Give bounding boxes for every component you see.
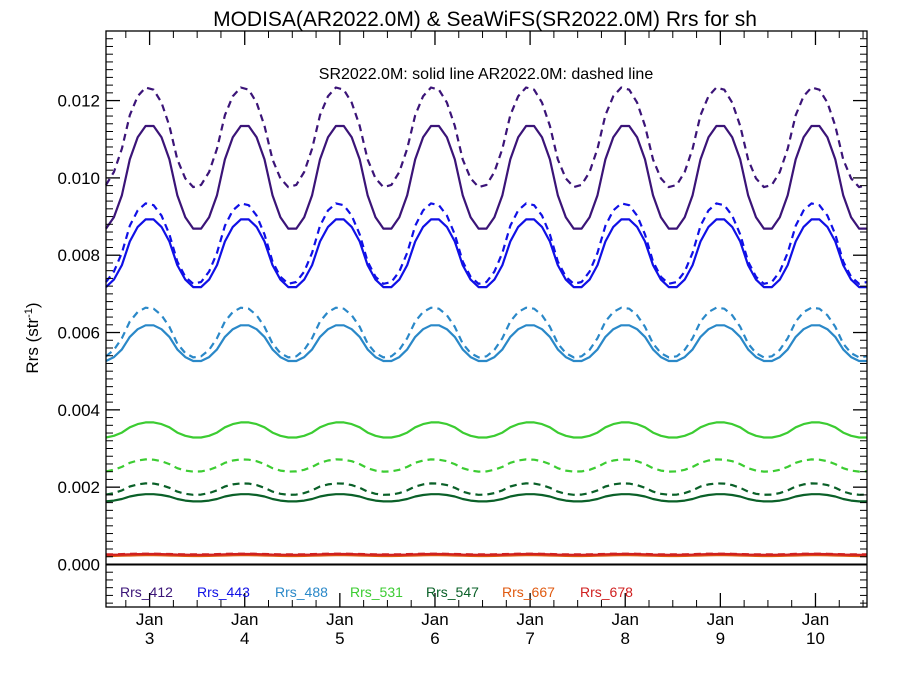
legend-entry-rrs-488: Rrs_488 xyxy=(275,584,328,600)
x-tick-label-month: Jan xyxy=(421,610,448,629)
x-tick-label-day: 10 xyxy=(806,629,825,648)
series-rrs-412-dashed-line xyxy=(105,86,868,189)
x-tick-label-month: Jan xyxy=(707,610,734,629)
x-tick-label-day: 5 xyxy=(335,629,344,648)
series-rrs-531-dashed-line xyxy=(105,458,868,473)
legend-entry-rrs-547: Rrs_547 xyxy=(426,584,479,600)
chart-subtitle: SR2022.0M: solid line AR2022.0M: dashed … xyxy=(319,66,654,83)
series-rrs-547-solid-line xyxy=(105,493,867,503)
x-tick-label-month: Jan xyxy=(136,610,163,629)
series-rrs-412-solid-line xyxy=(105,124,867,230)
y-axis-label-close: ) xyxy=(23,302,42,308)
x-tick-label-day: 8 xyxy=(620,629,629,648)
y-tick-label: 0.010 xyxy=(57,169,100,188)
y-tick-label: 0.002 xyxy=(57,478,100,497)
legend-entry-rrs-531: Rrs_531 xyxy=(350,584,403,600)
plot-area xyxy=(105,86,868,558)
legend-entry-rrs-412: Rrs_412 xyxy=(120,584,173,600)
axes: 0.0000.0020.0040.0060.0080.0100.012Jan3J… xyxy=(57,30,868,648)
y-tick-label: 0.004 xyxy=(57,401,100,420)
y-tick-label: 0.008 xyxy=(57,246,100,265)
x-tick-label-month: Jan xyxy=(802,610,829,629)
plot-frame xyxy=(105,30,868,608)
series-rrs-443-dashed-line xyxy=(105,202,868,285)
legend-entry-rrs-667: Rrs_667 xyxy=(502,584,555,600)
legend: Rrs_412 Rrs_443 Rrs_488 Rrs_531 Rrs_547 Rrs_6… xyxy=(120,584,633,600)
series-rrs-443-solid-line xyxy=(105,218,867,289)
x-tick-label-day: 6 xyxy=(430,629,439,648)
chart-title: MODISA(AR2022.0M) & SeaWiFS(SR2022.0M) R… xyxy=(213,8,757,31)
x-tick-label-month: Jan xyxy=(516,610,543,629)
y-tick-label: 0.012 xyxy=(57,92,100,111)
legend-entry-rrs-443: Rrs_443 xyxy=(197,584,250,600)
x-tick-label-month: Jan xyxy=(326,610,353,629)
x-tick-label-day: 3 xyxy=(145,629,154,648)
x-tick-label-month: Jan xyxy=(612,610,639,629)
y-tick-label: 0.006 xyxy=(57,324,100,343)
y-axis-label-sup: -1 xyxy=(23,308,35,318)
x-tick-label-month: Jan xyxy=(231,610,258,629)
legend-entry-rrs-678: Rrs_678 xyxy=(580,584,633,600)
y-tick-label: 0.000 xyxy=(57,555,100,574)
series-rrs-488-dashed-line xyxy=(105,306,868,359)
series-rrs-678-dashed-line xyxy=(105,552,867,556)
series-rrs-547-dashed-line xyxy=(105,482,868,496)
y-axis-label-main: Rrs (str xyxy=(23,318,42,374)
y-axis-label: Rrs (str-1) xyxy=(23,302,42,373)
series-rrs-488-solid-line xyxy=(105,324,867,363)
x-tick-label-day: 4 xyxy=(240,629,249,648)
x-tick-label-day: 7 xyxy=(525,629,534,648)
x-tick-label-day: 9 xyxy=(716,629,725,648)
series-rrs-531-solid-line xyxy=(105,421,867,439)
